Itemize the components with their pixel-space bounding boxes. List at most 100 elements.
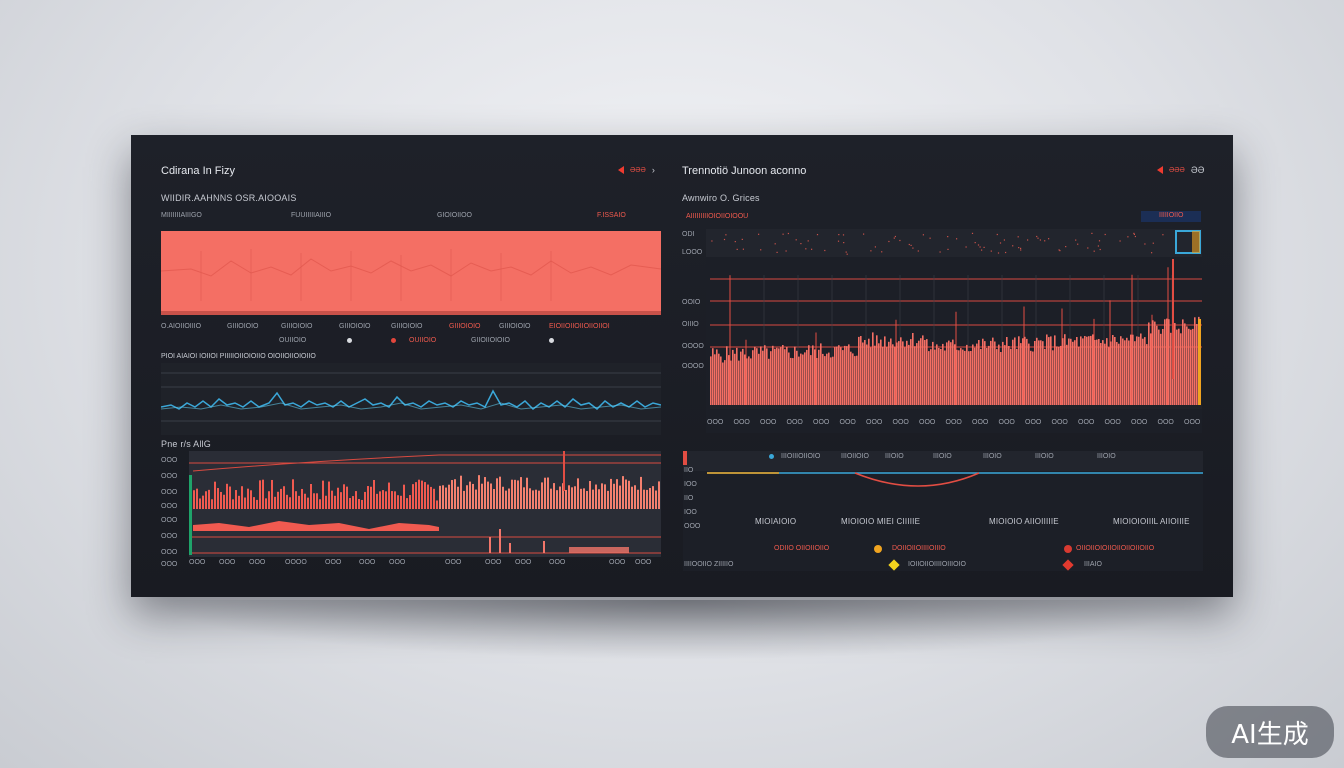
- bar: [220, 491, 222, 509]
- bar: [658, 481, 660, 509]
- bar: [433, 488, 435, 509]
- bar: [424, 482, 426, 509]
- noise-point: [863, 233, 865, 235]
- bar: [286, 494, 288, 509]
- bar: [1048, 337, 1050, 405]
- bar: [1012, 339, 1014, 405]
- bar: [364, 491, 366, 509]
- noise-point: [908, 243, 910, 246]
- bar: [860, 336, 862, 405]
- bar: [836, 346, 838, 405]
- noise-point: [996, 233, 998, 236]
- bar: [307, 497, 309, 509]
- noise-point: [1039, 239, 1041, 241]
- bar: [854, 356, 856, 405]
- bar: [460, 475, 462, 509]
- bar: [1146, 344, 1148, 405]
- chevron-right-icon[interactable]: ›: [651, 165, 655, 175]
- dashboard-panel: Cdirana In Fizy ƏƏƏ › WIIDIR.AAHNNS OSR.…: [131, 135, 1233, 597]
- noise-point: [1044, 240, 1046, 242]
- bar: [331, 490, 333, 509]
- left-subheading: PIOI AIAIOI IOIIOI PIIIIIOIIOIOIIO OIOII…: [161, 353, 316, 360]
- bar: [271, 479, 273, 509]
- bar: [784, 349, 786, 405]
- bar: [888, 341, 890, 405]
- noise-point: [874, 246, 876, 248]
- bar: [790, 357, 792, 405]
- bar: [958, 350, 960, 405]
- bar: [247, 488, 249, 509]
- play-back-icon[interactable]: [618, 166, 624, 174]
- right-panel-title: Trennotiö Junoon aconno: [682, 165, 807, 177]
- bar: [397, 495, 399, 509]
- bar: [788, 352, 790, 405]
- bar: [361, 499, 363, 509]
- noise-point: [711, 240, 713, 242]
- play-back-icon[interactable]: [1157, 166, 1163, 174]
- header-label-3: GIOIOIIOO: [437, 212, 473, 219]
- x-tick: OOO: [919, 419, 936, 426]
- bar: [499, 476, 501, 509]
- bar: [912, 333, 914, 405]
- noise-point: [785, 250, 787, 252]
- bar: [928, 351, 930, 405]
- bar: [824, 356, 826, 405]
- bar: [1044, 348, 1046, 405]
- bar: [750, 358, 752, 405]
- noise-point: [922, 234, 924, 236]
- right-legend-row2: IIIIOOIIO ZIIIIIO IOIIOIIOIIIIOIIIOIO II…: [684, 559, 1204, 571]
- noise-point: [1036, 235, 1038, 238]
- legend-label: OIIOIIOIOIIOIIOIIOIIOIIO: [1076, 545, 1155, 552]
- y-tick: OOO: [161, 473, 178, 480]
- top-label: IIIOIO: [983, 453, 1002, 460]
- bar: [858, 336, 860, 405]
- noise-point: [758, 233, 760, 235]
- noise-point: [1065, 246, 1067, 248]
- legend-label: IOIIOIIOIIIIOIIIOIO: [908, 561, 966, 568]
- bar: [487, 481, 489, 509]
- left-panel-controls[interactable]: ƏƏƏ ›: [618, 165, 655, 175]
- bar: [538, 490, 540, 509]
- bar: [1080, 336, 1082, 405]
- bar: [716, 349, 718, 405]
- bar: [289, 497, 291, 509]
- noise-point: [776, 251, 778, 253]
- bar: [1010, 348, 1012, 405]
- noise-point: [1077, 243, 1079, 245]
- bar: [256, 499, 258, 509]
- x-tick: OOO: [549, 559, 566, 566]
- left-panel-title: Cdirana In Fizy: [161, 165, 235, 177]
- right-legend-chip[interactable]: IIIIIOIIO: [1141, 211, 1201, 222]
- bar: [802, 354, 804, 405]
- bar: [481, 483, 483, 509]
- col-label: MIOIAIOIO: [755, 517, 797, 526]
- bar: [1090, 335, 1092, 405]
- legend-item: EIOIIOIIOIIOIIOIIOI: [549, 323, 610, 330]
- bar: [872, 332, 874, 405]
- noise-point: [1098, 240, 1101, 242]
- bar: [826, 353, 828, 405]
- header-label-1: MIIIIIIIAIIIGO: [161, 212, 202, 219]
- bar: [868, 338, 870, 405]
- noise-point: [1017, 236, 1019, 238]
- bar: [718, 353, 720, 405]
- bar: [1178, 328, 1180, 405]
- bar: [1132, 334, 1134, 405]
- bar: [1046, 334, 1048, 405]
- bar: [391, 491, 393, 509]
- orange-dot: [874, 545, 882, 553]
- bar: [430, 486, 432, 509]
- bar: [766, 348, 768, 405]
- noise-point: [1104, 233, 1106, 236]
- right-controls-extra[interactable]: ƏƏ: [1190, 165, 1205, 175]
- bar: [974, 347, 976, 405]
- right-panel-controls[interactable]: ƏƏƏ ƏƏ: [1157, 165, 1204, 175]
- bar: [421, 480, 423, 509]
- bar: [646, 489, 648, 509]
- x-tick: OOO: [1131, 419, 1148, 426]
- bar: [598, 489, 600, 509]
- noise-point: [979, 246, 981, 248]
- bar: [418, 479, 420, 509]
- noise-point: [881, 251, 883, 253]
- top-label: IIIOIO: [1035, 453, 1054, 460]
